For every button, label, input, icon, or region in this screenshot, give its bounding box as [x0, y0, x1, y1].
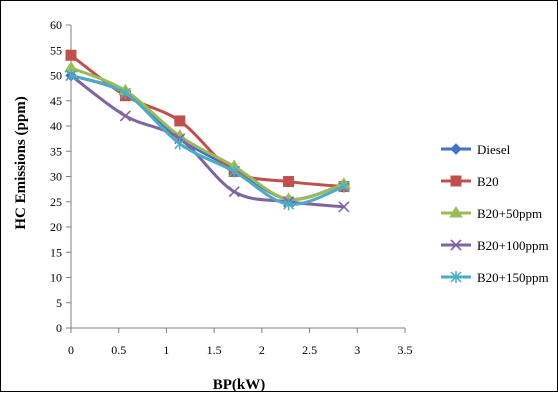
x-tick-label: 2	[259, 343, 265, 357]
y-tick-label: 60	[50, 18, 62, 32]
series-line	[70, 74, 345, 201]
y-tick-label: 5	[56, 296, 62, 310]
data-point	[174, 137, 186, 150]
series-b20-150ppm	[65, 69, 350, 211]
legend-item: B20	[441, 174, 499, 189]
series-b20-100ppm	[65, 69, 350, 213]
legend-item: B20+100ppm	[441, 238, 549, 253]
y-tick-label: 20	[50, 220, 62, 234]
series-line	[70, 74, 345, 209]
y-tick-label: 45	[50, 94, 62, 108]
y-tick-label: 40	[50, 119, 62, 133]
data-point	[283, 176, 295, 188]
y-tick-label: 25	[50, 195, 62, 209]
y-tick-label: 30	[50, 170, 62, 184]
legend-label: B20+150ppm	[477, 270, 549, 285]
x-axis-title: BP(kW)	[213, 377, 266, 393]
y-tick-label: 15	[50, 245, 62, 259]
legend-label: B20	[477, 174, 499, 189]
y-tick-label: 35	[50, 144, 62, 158]
data-point	[338, 201, 350, 213]
x-tick-label: 0.5	[111, 343, 126, 357]
y-tick-label: 50	[50, 69, 62, 83]
x-tick-label: 3	[354, 343, 360, 357]
data-point	[65, 69, 77, 82]
x-tick-label: 0	[68, 343, 74, 357]
legend-item: B20+50ppm	[441, 206, 542, 221]
x-tick-label: 2.5	[302, 343, 317, 357]
x-tick-label: 1.5	[207, 343, 222, 357]
data-point	[228, 165, 240, 178]
y-axis-title: HC Emissions (ppm)	[13, 96, 29, 229]
data-point	[228, 186, 240, 198]
series-b20-50ppm	[64, 60, 351, 204]
legend-item: B20+150ppm	[441, 270, 549, 285]
legend-marker	[450, 143, 462, 155]
data-point	[119, 87, 131, 100]
series-line	[70, 74, 345, 206]
data-point	[338, 180, 350, 193]
x-tick-label: 1	[163, 343, 169, 357]
legend-label: B20+50ppm	[477, 206, 542, 221]
y-tick-label: 10	[50, 271, 62, 285]
data-point	[65, 49, 77, 61]
data-point	[174, 115, 186, 127]
legend-marker	[450, 271, 462, 283]
legend-label: Diesel	[477, 142, 511, 157]
y-tick-label: 0	[56, 321, 62, 335]
data-point	[283, 198, 295, 211]
legend-label: B20+100ppm	[477, 238, 549, 253]
x-tick-label: 3.5	[398, 343, 413, 357]
series-b20	[65, 49, 350, 193]
legend-item: Diesel	[441, 142, 511, 157]
y-tick-label: 55	[50, 43, 62, 57]
legend-marker	[450, 239, 462, 251]
legend-marker	[450, 175, 462, 187]
data-point	[119, 110, 131, 122]
legend-marker	[449, 206, 463, 218]
